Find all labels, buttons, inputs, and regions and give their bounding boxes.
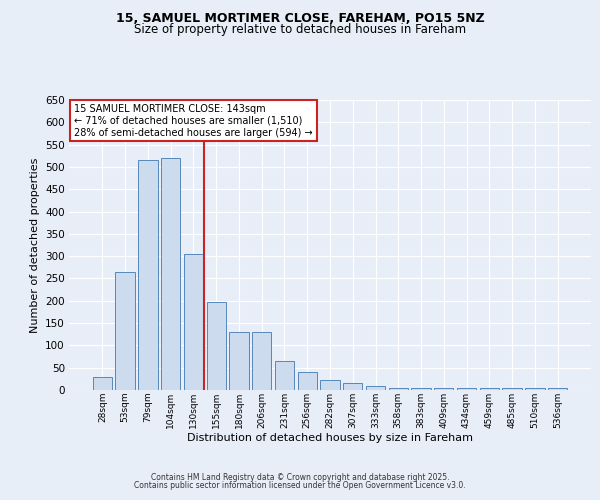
Bar	[479, 388, 499, 390]
Bar	[298, 372, 317, 390]
Bar	[206, 302, 226, 390]
Bar	[548, 388, 567, 390]
Bar	[252, 332, 271, 390]
Text: 15, SAMUEL MORTIMER CLOSE, FAREHAM, PO15 5NZ: 15, SAMUEL MORTIMER CLOSE, FAREHAM, PO15…	[116, 12, 484, 26]
Bar	[275, 361, 294, 390]
Bar	[457, 388, 476, 390]
Bar	[502, 388, 522, 390]
Bar	[412, 388, 431, 390]
Bar	[161, 158, 181, 390]
Y-axis label: Number of detached properties: Number of detached properties	[29, 158, 40, 332]
Bar	[229, 332, 248, 390]
Text: Contains public sector information licensed under the Open Government Licence v3: Contains public sector information licen…	[134, 481, 466, 490]
Bar	[434, 388, 454, 390]
Text: Contains HM Land Registry data © Crown copyright and database right 2025.: Contains HM Land Registry data © Crown c…	[151, 472, 449, 482]
Bar	[115, 272, 135, 390]
Bar	[320, 380, 340, 390]
Bar	[93, 376, 112, 390]
X-axis label: Distribution of detached houses by size in Fareham: Distribution of detached houses by size …	[187, 434, 473, 444]
Bar	[138, 160, 158, 390]
Bar	[343, 384, 362, 390]
Text: Size of property relative to detached houses in Fareham: Size of property relative to detached ho…	[134, 22, 466, 36]
Bar	[525, 388, 545, 390]
Text: 15 SAMUEL MORTIMER CLOSE: 143sqm
← 71% of detached houses are smaller (1,510)
28: 15 SAMUEL MORTIMER CLOSE: 143sqm ← 71% o…	[74, 104, 313, 138]
Bar	[184, 254, 203, 390]
Bar	[389, 388, 408, 390]
Bar	[366, 386, 385, 390]
